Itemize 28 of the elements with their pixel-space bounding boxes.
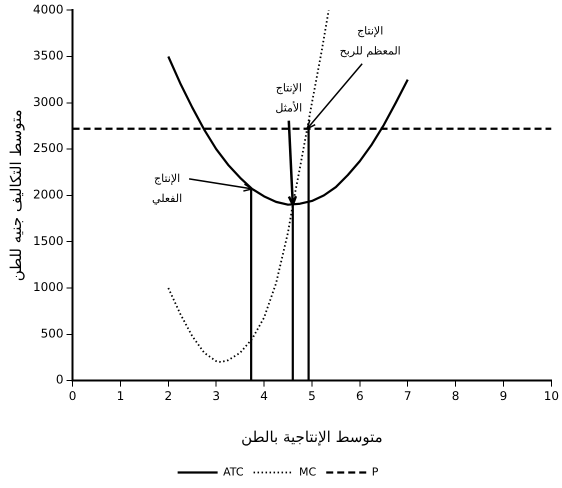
x-tick-label: 5 [308, 388, 316, 403]
x-tick-label: 6 [356, 388, 364, 403]
y-tick-label: 1500 [32, 234, 64, 248]
annotation: الإنتاج الأمثل [275, 82, 302, 115]
legend-label: P [372, 465, 379, 478]
y-tick-label: 3000 [32, 94, 64, 109]
x-tick-label: 7 [404, 388, 412, 403]
annotation: الإنتاج المعظم للربح [340, 24, 401, 58]
x-tick-label: 3 [212, 388, 220, 403]
legend-label: MC [299, 465, 317, 478]
y-tick-label: 3500 [32, 48, 64, 63]
x-axis-title: متوسط الإنتاجية بالطن [241, 428, 383, 446]
x-tick-label: 1 [116, 388, 124, 403]
y-tick-label: 4000 [32, 2, 64, 16]
y-axis-title: متوسط التكاليف جنيه للطن [6, 110, 25, 282]
x-tick-label: 10 [544, 388, 560, 403]
x-tick-label: 8 [452, 388, 460, 403]
legend-label: ATC [223, 465, 244, 478]
x-tick-label: 4 [260, 388, 268, 403]
x-tick-label: 0 [68, 388, 76, 403]
annotation: الإنتاج الفعلي [152, 172, 182, 205]
y-tick-label: 2000 [32, 188, 64, 202]
x-tick-label: 2 [164, 388, 172, 403]
y-tick-label: 0 [56, 372, 64, 387]
y-tick-label: 500 [40, 326, 64, 340]
y-tick-label: 1000 [32, 280, 64, 294]
y-tick-label: 2500 [32, 141, 64, 156]
x-tick-label: 9 [500, 388, 508, 403]
